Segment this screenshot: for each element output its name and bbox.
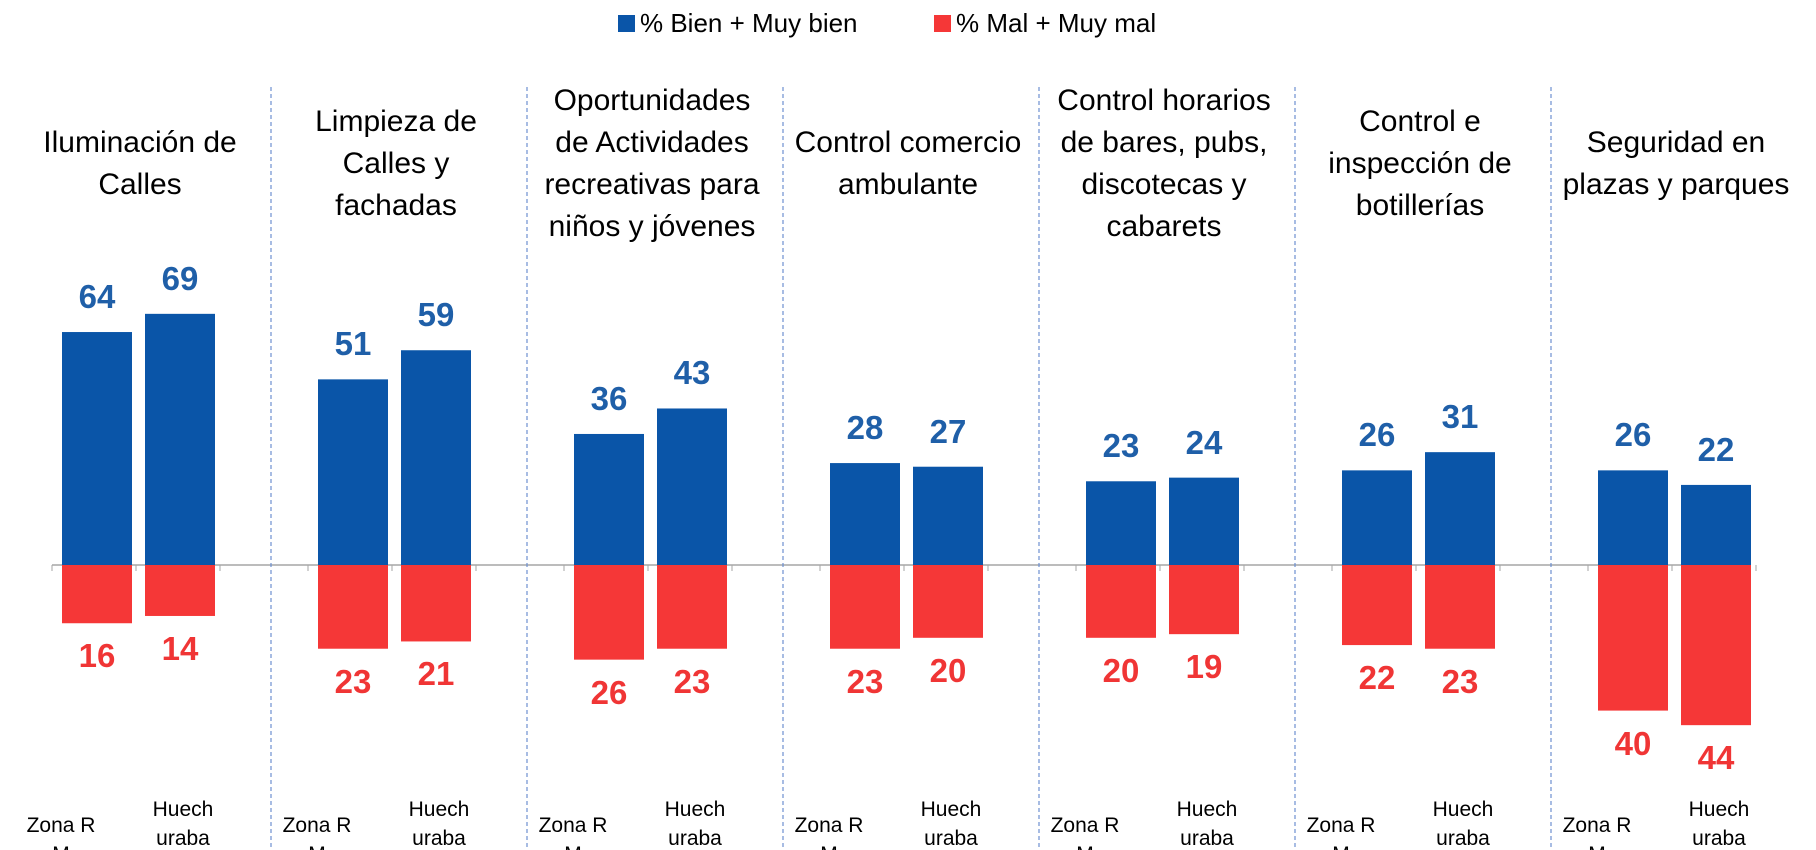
value-label: 23 [1102,427,1140,465]
subcategory-label: Zona RM [26,814,96,850]
legend-item: % Mal + Muy mal [934,8,1156,39]
bar [401,350,471,565]
bar [1598,565,1668,711]
bar [1681,565,1751,726]
bar [1681,484,1751,565]
value-label: 59 [417,296,455,334]
bar [1169,565,1239,635]
value-label: 23 [334,662,372,700]
bar [1086,481,1156,565]
value-label: 51 [334,325,372,363]
legend-item: % Bien + Muy bien [618,8,858,39]
category-label: Control horarios de bares, pubs, discote… [1057,84,1271,243]
value-label: 40 [1614,724,1652,762]
subcategory-label: Huechuraba [152,798,214,850]
bar [145,565,215,616]
subcategory-label: Zona RM [1050,814,1120,850]
bar [145,313,215,565]
subcategory-label: Huechuraba [1688,798,1750,850]
subcategory-label: Huechuraba [664,798,726,850]
legend-label: % Bien + Muy bien [640,8,858,38]
value-label: 23 [673,662,711,700]
value-label: 28 [846,409,884,447]
value-label: 19 [1185,648,1223,686]
value-label: 36 [590,379,628,417]
legend-swatch [618,15,635,32]
subcategory-label: Zona RM [538,814,608,850]
bar [1342,470,1412,565]
value-label: 23 [846,662,884,700]
value-label: 23 [1441,662,1479,700]
value-label: 26 [1614,416,1652,454]
bar [657,565,727,649]
subcategory-label: Zona RM [282,814,352,850]
value-label: 27 [929,412,967,450]
value-label: 69 [161,259,199,297]
bar [1086,565,1156,638]
category-label: Control e inspección de botillerías [1328,105,1512,222]
value-label: 24 [1185,423,1223,461]
value-label: 26 [1358,416,1396,454]
bar [1425,565,1495,649]
subcategory-label: Zona RM [794,814,864,850]
value-label: 14 [161,629,199,667]
category-label: Oportunidades de Actividades recreativas… [544,84,760,243]
value-label: 64 [78,278,116,316]
bar [830,463,900,565]
value-label: 20 [1102,651,1140,689]
category-label: Control comercio ambulante [794,126,1022,201]
value-label: 16 [78,637,116,675]
bar [1598,470,1668,565]
legend-label: % Mal + Muy mal [956,8,1157,38]
category-label: Limpieza de Calles y fachadas [315,105,477,222]
value-label: 31 [1441,398,1479,436]
bar [1342,565,1412,646]
subcategory-label: Huechuraba [920,798,982,850]
bar [913,565,983,638]
bar [574,433,644,565]
bar [318,565,388,649]
value-label: 22 [1697,430,1735,468]
category-label: Seguridad en plazas y parques [1562,126,1790,201]
bar [62,332,132,565]
bar [830,565,900,649]
bar [913,466,983,565]
bar [1425,452,1495,565]
subcategory-label: Huechuraba [408,798,470,850]
value-label: 21 [417,655,455,693]
bar [318,379,388,565]
bar [401,565,471,642]
bar [1169,477,1239,565]
subcategory-label: Huechuraba [1432,798,1494,850]
category-label: Iluminación de Calles [43,126,237,201]
legend-swatch [934,15,951,32]
value-label: 26 [590,673,628,711]
bar [657,408,727,565]
subcategory-label: Zona RM [1306,814,1376,850]
subcategory-label: Zona RM [1562,814,1632,850]
subcategory-label: Huechuraba [1176,798,1238,850]
bar [62,565,132,624]
value-label: 20 [929,651,967,689]
value-label: 43 [673,354,711,392]
value-label: 44 [1697,739,1735,777]
bar [574,565,644,660]
value-label: 22 [1358,659,1396,697]
